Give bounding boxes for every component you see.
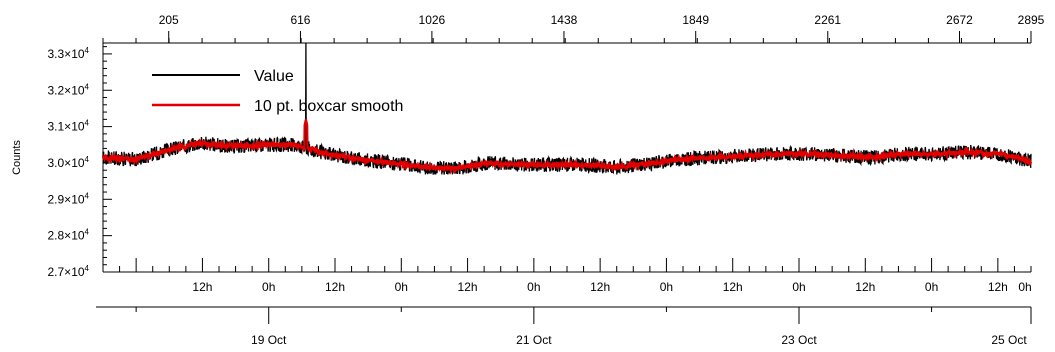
date-axis-label: 21 Oct [516,333,552,347]
y-axis-tick-label: 3.2×104 [48,82,90,97]
y-axis-tick-label: 3.0×104 [48,155,90,170]
time-axis-hour-label: 12h [988,280,1008,294]
y-axis-tick-label: 3.3×104 [48,46,90,61]
y-axis-label: Counts [11,140,23,175]
legend: Value 10 pt. boxcar smooth [152,68,403,115]
time-axis-hour-label: 12h [590,280,610,294]
top-axis-tick-label: 1026 [419,13,446,27]
time-axis-hour-label: 0h [792,280,805,294]
top-axis-tick-label: 2672 [946,13,973,27]
top-axis-tick-label: 205 [159,13,179,27]
time-axis-hour-label: 0h [262,280,275,294]
y-axis-tick-label: 3.1×104 [48,119,90,134]
date-axis-label: 23 Oct [781,333,817,347]
y-axis-tick-label: 2.9×104 [48,191,90,206]
time-axis-hour-label: 0h [660,280,673,294]
legend-label: 10 pt. boxcar smooth [254,98,403,115]
time-axis-hour-label: 0h [527,280,540,294]
y-axis-tick-label: 2.7×104 [48,264,90,279]
time-axis-hour-label: 12h [325,280,345,294]
time-axis-hour-label: 0h [925,280,938,294]
time-axis-hour-label: 12h [458,280,478,294]
plot-area [101,42,1033,175]
top-axis-tick-label: 2261 [814,13,841,27]
time-axis-hour-label: 0h [1018,280,1031,294]
bottom-axis: 12h 0h 12h 0h 12h 0h 12h 0h 12h 0h 12h 0h 12h 0h 19 Oc… [96,258,1032,347]
date-axis-label: 25 Oct [991,333,1027,347]
time-axis-hour-label: 12h [192,280,212,294]
top-axis-tick-label: 2895 [1018,13,1045,27]
y-axis: 2.7×104 2.8×104 2.9×104 3.0×104 3.1×104 3.2×1… [48,40,112,279]
time-axis-hour-label: 12h [855,280,875,294]
series-smooth-line [101,119,1033,175]
time-axis-hour-label: 12h [723,280,743,294]
top-axis-tick-label: 616 [290,13,310,27]
y-axis-tick-label: 2.8×104 [48,228,90,243]
legend-label: Value [254,68,294,85]
top-axis-tick-label: 1849 [682,13,709,27]
top-axis: 205 616 1026 1438 1849 2261 2672 2895 [102,13,1045,44]
date-axis-label: 19 Oct [251,333,287,347]
top-axis-tick-label: 1438 [551,13,578,27]
time-axis-hour-label: 0h [395,280,408,294]
